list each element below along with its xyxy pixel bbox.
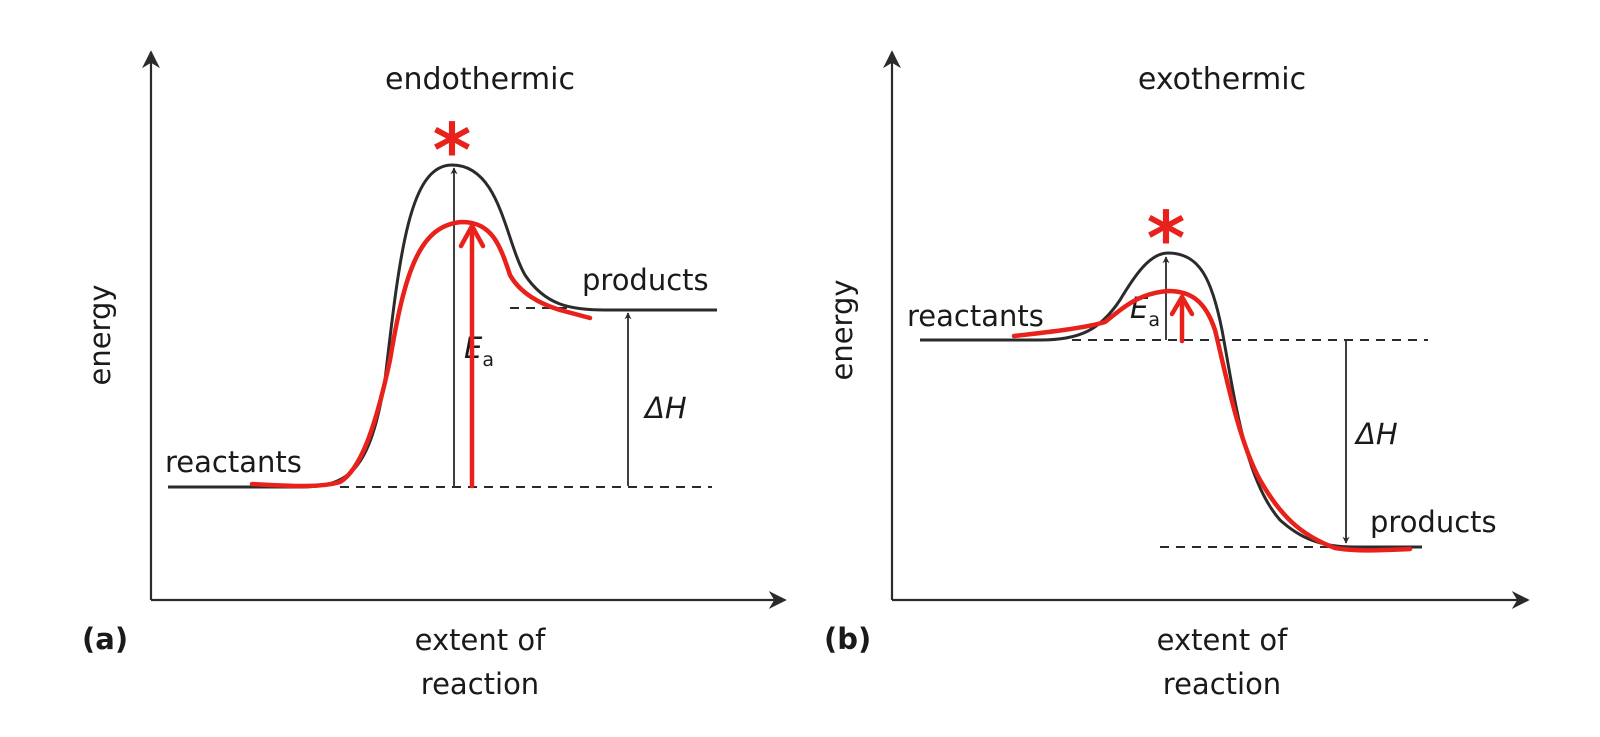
panel-b-title: exothermic xyxy=(1138,62,1306,97)
panel-a-panel-label: (a) xyxy=(82,622,128,656)
panel-a-y-axis-label: energy xyxy=(83,284,117,385)
panel-b-catalyzed-curve xyxy=(1011,288,1413,553)
panel-b-transition-state-star: * xyxy=(1147,196,1186,282)
panel-a-energy-curve xyxy=(168,163,717,489)
panel-a-ea-subscript: a xyxy=(482,349,494,371)
panel-b-x-axis-label-line1: extent of xyxy=(1157,623,1288,657)
panel-b-enthalpy-label: ΔH xyxy=(1354,417,1398,451)
panel-b-ea-subscript: a xyxy=(1148,309,1160,331)
panel-a-catalyzed-curve xyxy=(249,219,593,489)
panel-a-x-axis-label-line2: reaction xyxy=(421,667,539,701)
panel-b-x-axis-label-line2: reaction xyxy=(1163,667,1281,701)
panel-a-activation-energy-label: Ea xyxy=(464,331,494,371)
panel-b-panel-label: (b) xyxy=(824,622,871,656)
panel-b-products-label: products xyxy=(1370,505,1497,539)
panel-b-exothermic: exothermic reactants products Ea ΔH ener… xyxy=(824,50,1530,701)
panel-b-catalyzed-ea-arrow-head xyxy=(1169,294,1195,317)
panel-a-title: endothermic xyxy=(385,62,575,97)
panel-a-reactants-label: reactants xyxy=(165,445,302,479)
panel-a-transition-state-star: * xyxy=(433,108,472,194)
panel-a-x-axis-label-line1: extent of xyxy=(415,623,546,657)
panel-a-enthalpy-label: ΔH xyxy=(643,391,687,425)
panel-b-reactants-label: reactants xyxy=(907,299,1044,333)
panel-a-endothermic: endothermic reactants products Ea ΔH ene… xyxy=(82,50,787,701)
panel-a-products-label: products xyxy=(582,263,709,297)
panel-a-catalyzed-ea-arrow-head xyxy=(458,223,486,249)
panel-b-energy-curve xyxy=(920,251,1422,549)
panel-b-y-axis-label: energy xyxy=(825,279,859,380)
